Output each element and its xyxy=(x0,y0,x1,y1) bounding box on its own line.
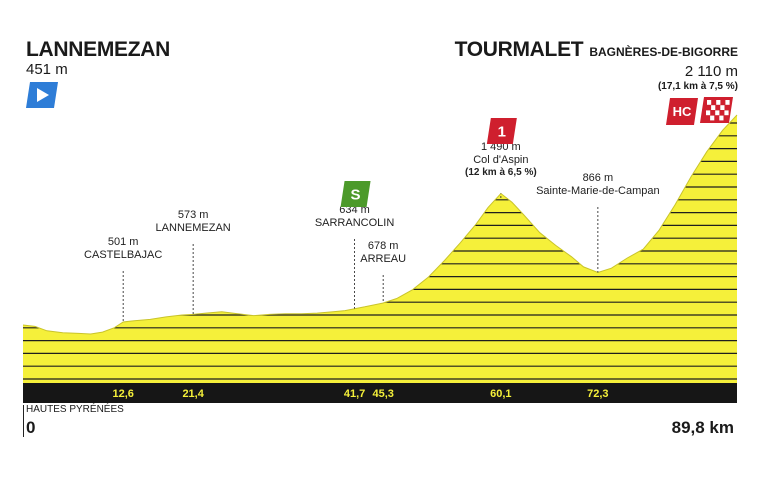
checker-square xyxy=(719,115,724,121)
start-altitude: 451 m xyxy=(26,61,68,78)
point-altitude-label: 866 m xyxy=(583,172,614,184)
play-triangle xyxy=(37,88,49,102)
km-tick-label: 60,1 xyxy=(490,388,511,400)
km-tick-label: 12,6 xyxy=(112,388,133,400)
km-tick-label: 45,3 xyxy=(372,388,393,400)
sprint-s-icon-label: S xyxy=(351,186,361,203)
profile-area xyxy=(23,115,737,383)
climb-category-1-icon-shape xyxy=(486,118,517,144)
point-name-label: CASTELBAJAC xyxy=(84,249,162,261)
checker-square xyxy=(710,115,715,121)
finish-header: TOURMALET BAGNÈRES-DE-BIGORRE 2 110 m (17… xyxy=(455,38,738,92)
region-divider xyxy=(23,405,24,437)
checkered-flag-icon xyxy=(700,97,733,123)
point-altitude-label: 678 m xyxy=(368,240,399,252)
finish-climb-note: (17,1 km à 7,5 %) xyxy=(657,81,738,92)
point-name-label: LANNEMEZAN xyxy=(156,222,231,234)
climb-category-1-icon-label: 1 xyxy=(498,123,506,140)
profile-outline xyxy=(22,114,738,335)
point-name-label: SARRANCOLIN xyxy=(315,217,395,229)
sprint-s-icon: S xyxy=(340,181,371,207)
finish-name: TOURMALET xyxy=(454,38,584,61)
checker-square xyxy=(711,105,716,110)
sprint-s-icon-shape xyxy=(340,181,371,207)
point-name-label: Col d'Aspin xyxy=(473,154,528,166)
checker-square xyxy=(706,110,711,116)
start-town-name: LANNEMEZAN xyxy=(26,38,170,61)
checker-square xyxy=(720,105,725,110)
point-altitude-label: 501 m xyxy=(108,236,139,248)
km-tick-label: 41,7 xyxy=(344,388,365,400)
checker-square xyxy=(725,100,730,105)
climb-category-1-icon: 1 xyxy=(486,118,517,144)
point-note-label: (12 km à 6,5 %) xyxy=(465,167,537,178)
play-flag-icon xyxy=(26,82,58,108)
distance-bar xyxy=(23,383,737,403)
checker-square xyxy=(724,110,729,116)
finish-subtitle: BAGNÈRES-DE-BIGORRE xyxy=(589,45,738,59)
checker-square xyxy=(715,110,720,116)
point-name-label: Sainte-Marie-de-Campan xyxy=(536,185,660,197)
region-label: HAUTES PYRÉNÉES xyxy=(26,404,124,415)
finish-altitude: 2 110 m xyxy=(684,63,738,80)
climb-hc-icon-label: HC xyxy=(673,104,692,119)
km-tick-label: 72,3 xyxy=(587,388,608,400)
km-tick-label: 21,4 xyxy=(182,388,204,400)
distance-end-label: 89,8 km xyxy=(671,418,734,437)
climb-hc-icon: HC xyxy=(666,98,698,125)
climb-hc-icon-shape xyxy=(666,98,698,125)
point-name-label: ARREAU xyxy=(360,253,406,265)
checker-square xyxy=(707,100,712,105)
distance-start-label: 0 xyxy=(26,418,36,437)
point-altitude-label: 573 m xyxy=(178,209,209,221)
checker-square xyxy=(716,100,721,105)
